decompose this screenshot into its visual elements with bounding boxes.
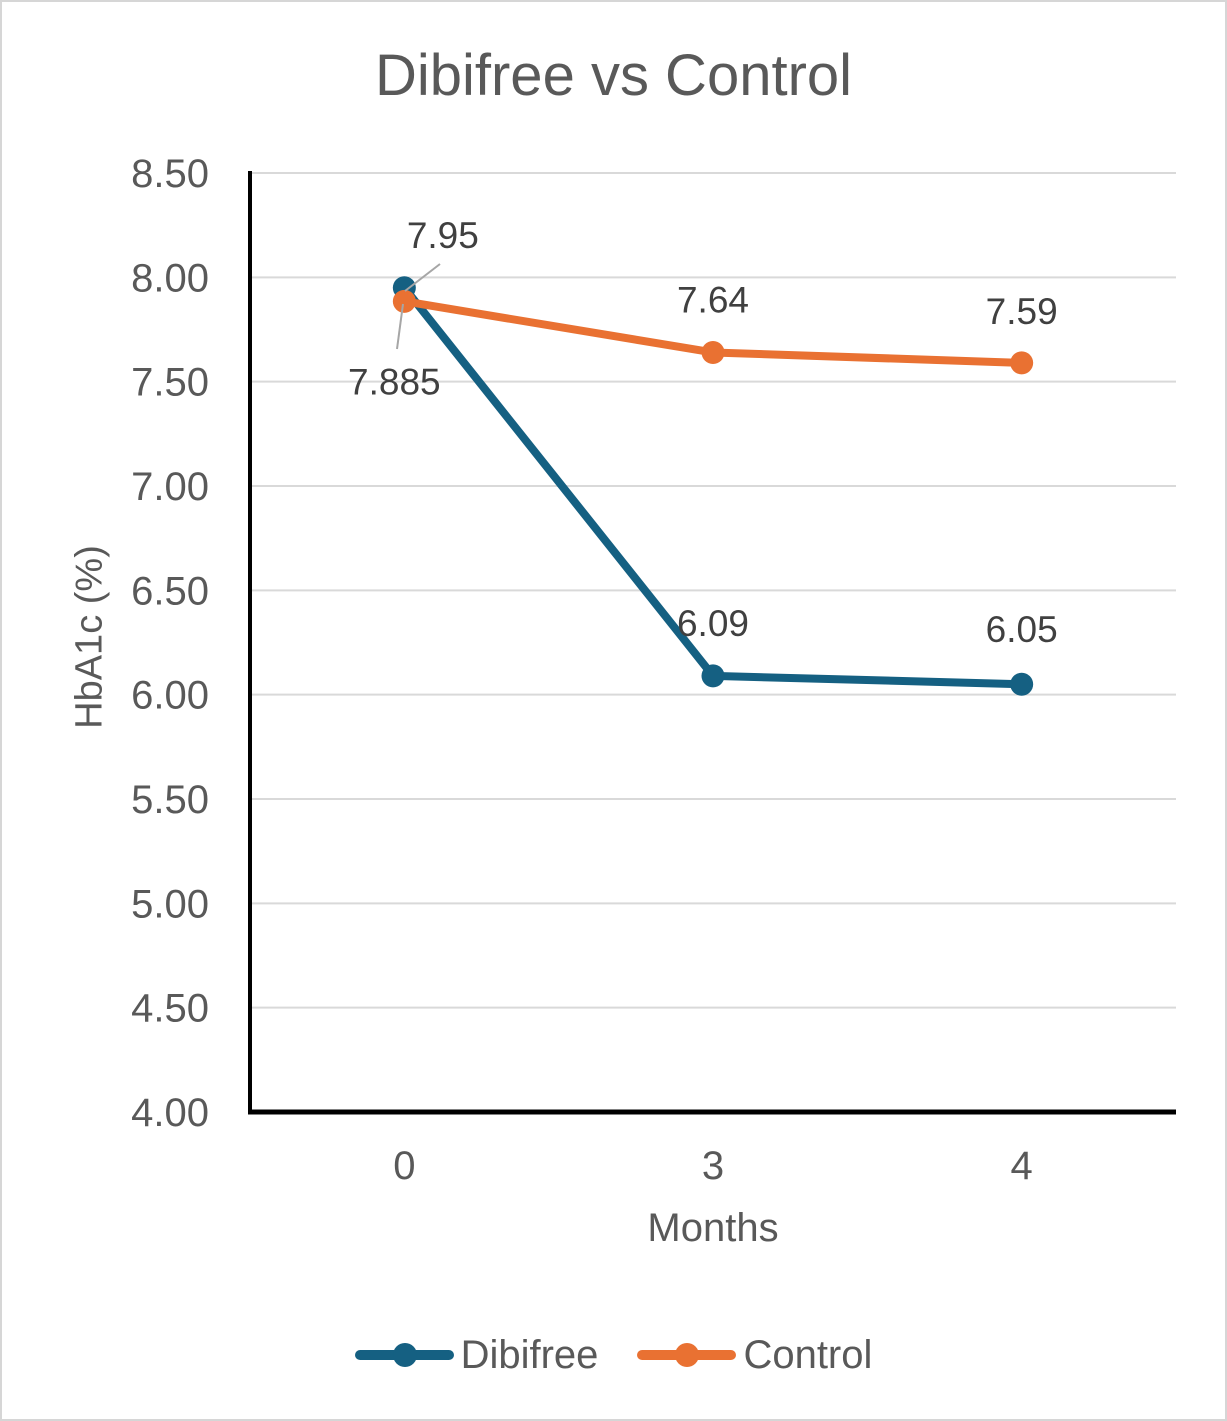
y-tick-label: 7.50 <box>131 361 209 405</box>
data-label: 7.885 <box>348 361 441 402</box>
y-tick-label: 8.00 <box>131 256 209 300</box>
y-tick-label: 4.50 <box>131 987 209 1031</box>
y-tick-label: 7.00 <box>131 465 209 509</box>
data-label: 7.59 <box>986 291 1058 332</box>
y-tick-label: 5.50 <box>131 778 209 822</box>
data-point-control <box>1010 351 1034 375</box>
data-label-leader-line <box>396 303 404 350</box>
data-point-control <box>701 340 725 364</box>
data-label-leader-line <box>404 263 441 292</box>
y-tick-label: 6.00 <box>131 674 209 718</box>
y-tick-label: 6.50 <box>131 569 209 613</box>
legend-label-control: Control <box>743 1332 873 1377</box>
x-tick-label: 3 <box>702 1144 724 1188</box>
data-point-dibifree <box>1010 672 1034 696</box>
data-label: 7.95 <box>407 215 479 256</box>
chart-title: Dibifree vs Control <box>374 43 853 108</box>
control-line-marker-icon <box>637 1343 737 1367</box>
legend-label-dibifree: Dibifree <box>460 1332 599 1377</box>
legend-item-control: Control <box>637 1333 872 1378</box>
data-label: 6.05 <box>986 609 1058 650</box>
legend-item-dibifree: Dibifree <box>354 1332 599 1378</box>
x-tick-label: 4 <box>1011 1144 1033 1188</box>
data-point-control <box>392 289 416 313</box>
data-point-dibifree <box>701 664 725 688</box>
y-tick-label: 4.00 <box>131 1091 209 1135</box>
y-tick-label: 8.50 <box>131 152 209 196</box>
y-tick-label: 5.00 <box>131 882 209 926</box>
x-tick-label: 0 <box>393 1144 415 1188</box>
x-axis-title: Months <box>647 1206 779 1250</box>
legend: Dibifree Control <box>2 1330 1225 1380</box>
data-label: 6.09 <box>677 603 749 644</box>
data-label: 7.64 <box>677 279 749 320</box>
dibifree-line-marker-icon <box>354 1343 454 1367</box>
